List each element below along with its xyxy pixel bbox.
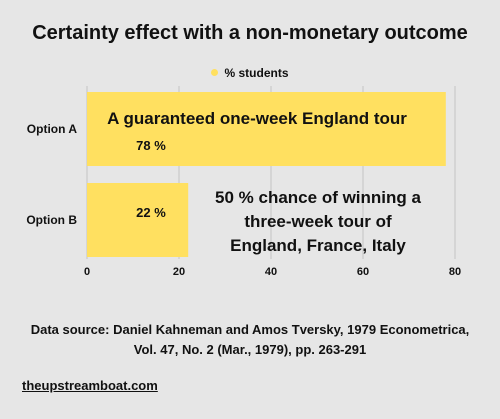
x-tick-label: 40 (265, 266, 277, 278)
chart-title: Certainty effect with a non-monetary out… (32, 22, 468, 44)
x-tick-label: 60 (357, 266, 369, 278)
annotation-option-b-line: three-week tour of (244, 212, 392, 231)
annotation-option-b-line: 50 % chance of winning a (215, 188, 421, 207)
x-tick-label: 0 (84, 266, 90, 278)
data-label: 78 % (136, 138, 166, 153)
bar (87, 92, 446, 166)
data-label: 22 % (136, 205, 166, 220)
annotation-option-b-line: England, France, Italy (230, 236, 406, 255)
x-tick-label: 80 (449, 266, 461, 278)
data-source-line-2: Vol. 47, No. 2 (Mar., 1979), pp. 263-291 (133, 342, 367, 357)
legend-swatch (211, 69, 219, 77)
legend: % students (0, 66, 500, 80)
category-label: Option B (26, 213, 77, 227)
data-source-line-1: Data source: Daniel Kahneman and Amos Tv… (30, 322, 470, 337)
x-tick-label: 20 (173, 266, 185, 278)
site-link[interactable]: theupstreamboat.com (22, 378, 158, 393)
bar (87, 183, 189, 257)
annotation-option-a: A guaranteed one-week England tour (107, 109, 407, 128)
data-source: Data source: Daniel Kahneman and Amos Tv… (0, 320, 500, 360)
category-label: Option A (27, 122, 78, 136)
legend-label: % students (224, 66, 289, 80)
